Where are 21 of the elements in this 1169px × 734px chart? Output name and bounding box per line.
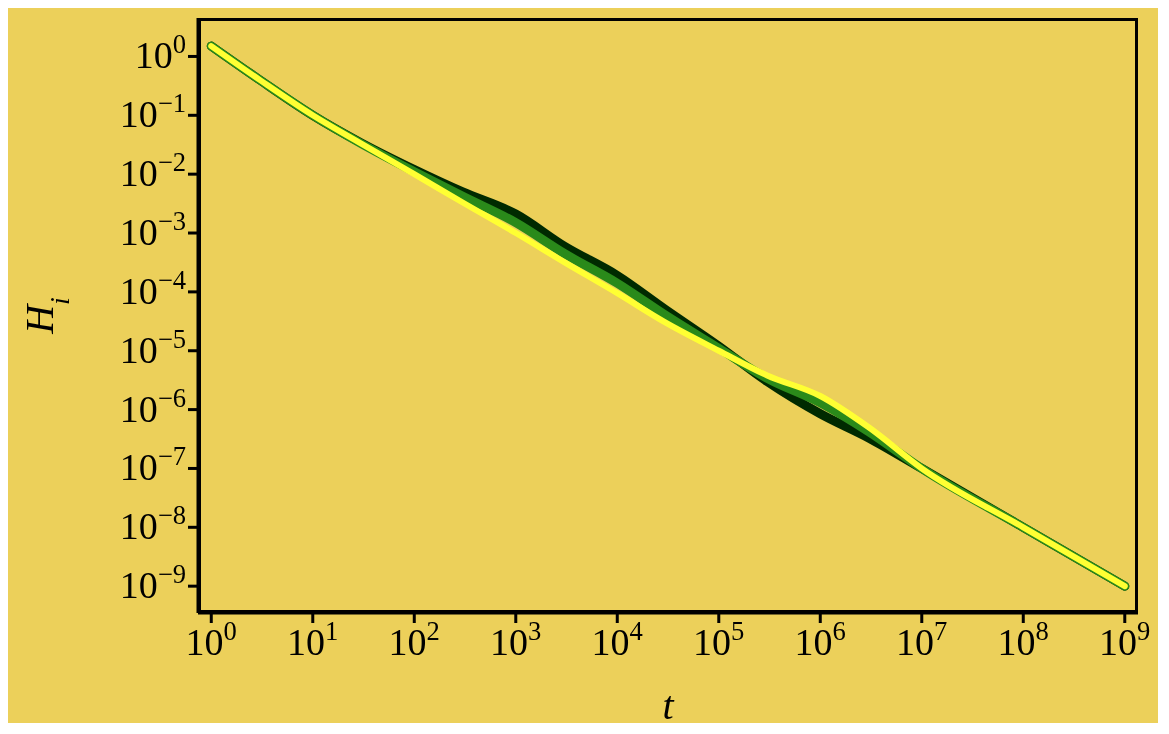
- y-tick-label: 10$^{−3}$: [119, 206, 186, 254]
- y-tick-label: 10$^{−5}$: [119, 323, 186, 371]
- x-tick-label: 10$^{6}$: [794, 616, 846, 663]
- y-tick-label: 10$^{−4}$: [119, 264, 186, 312]
- y-tick-label: 10$^{−1}$: [119, 88, 186, 136]
- y-tick-label: 10$^{−8}$: [119, 500, 186, 548]
- x-tick-label: 10$^{1}$: [287, 616, 339, 663]
- y-tick-label: 10$^{−6}$: [119, 382, 186, 430]
- x-tick-label: 10$^{5}$: [693, 616, 745, 663]
- y-tick-label: 10$^{−7}$: [119, 441, 186, 489]
- x-axis-title: t: [662, 683, 675, 728]
- y-tick-label: 10$^{−9}$: [119, 559, 186, 607]
- x-tick-label: 10$^{0}$: [185, 616, 237, 663]
- x-tick-label: 10$^{9}$: [1099, 616, 1151, 663]
- x-tick-label: 10$^{8}$: [997, 616, 1049, 663]
- x-tick-label: 10$^{3}$: [490, 616, 542, 663]
- y-tick-label: 10$^{−2}$: [119, 147, 186, 195]
- x-tick-label: 10$^{2}$: [388, 616, 440, 663]
- x-tick-label: 10$^{7}$: [896, 616, 948, 663]
- y-tick-label: 10$^{0}$: [134, 29, 186, 77]
- x-tick-label: 10$^{4}$: [591, 616, 643, 663]
